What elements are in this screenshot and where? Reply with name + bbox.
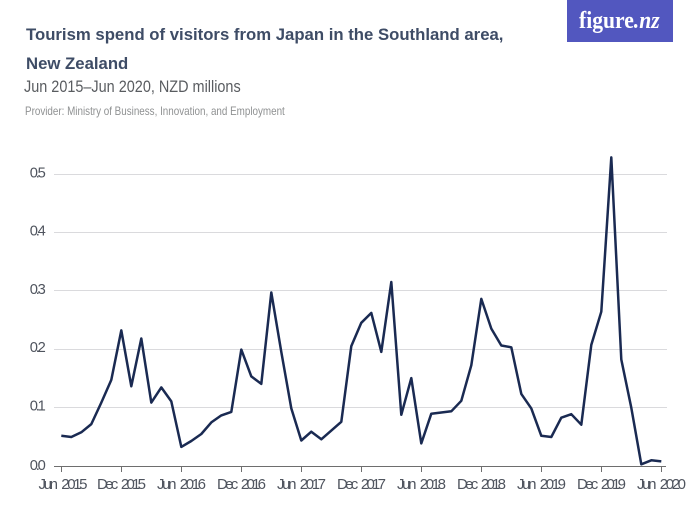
svg-text:0.4: 0.4	[30, 224, 46, 240]
svg-text:Dec 2015: Dec 2015	[97, 476, 146, 493]
svg-text:Jun 2019: Jun 2019	[517, 476, 566, 493]
svg-text:0.2: 0.2	[30, 340, 46, 356]
svg-text:Jun 2018: Jun 2018	[397, 476, 446, 493]
svg-text:Jun 2020: Jun 2020	[637, 476, 686, 493]
svg-text:Dec 2017: Dec 2017	[337, 476, 386, 493]
svg-text:0.5: 0.5	[30, 165, 46, 181]
svg-text:0.3: 0.3	[30, 282, 46, 298]
svg-text:Jun 2016: Jun 2016	[157, 476, 206, 493]
svg-text:0.1: 0.1	[30, 398, 46, 414]
svg-text:Dec 2018: Dec 2018	[457, 476, 506, 493]
svg-text:0.0: 0.0	[30, 458, 46, 474]
svg-text:Dec 2019: Dec 2019	[577, 476, 626, 493]
svg-text:Jun 2015: Jun 2015	[39, 476, 88, 493]
svg-text:Dec 2016: Dec 2016	[217, 476, 266, 493]
svg-text:Jun 2017: Jun 2017	[277, 476, 326, 493]
